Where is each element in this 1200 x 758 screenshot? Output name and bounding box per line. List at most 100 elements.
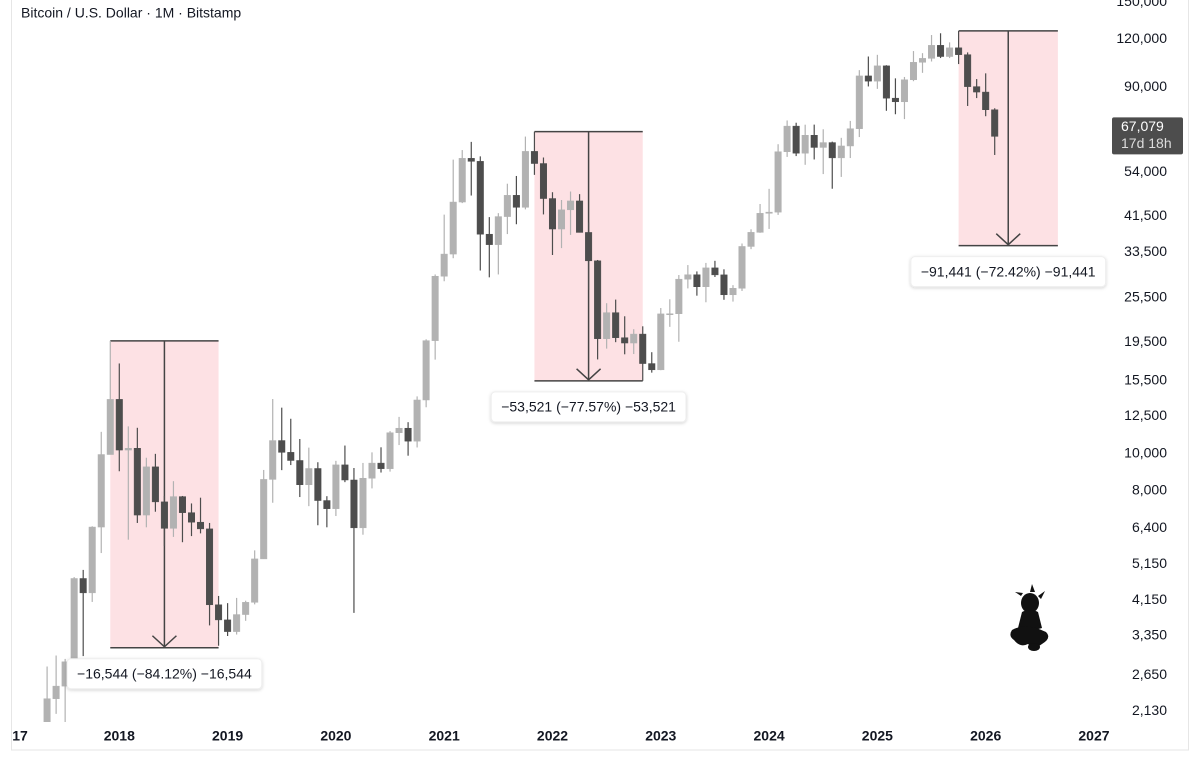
candle-body [819, 142, 827, 148]
y-tick-label: 33,500 [1124, 243, 1167, 259]
candles [43, 31, 999, 722]
silhouette-icon [1010, 584, 1049, 651]
candle-body [106, 399, 114, 455]
measure-label: −91,441 (−72.42%) −91,441 [921, 263, 1096, 279]
candle-body [359, 477, 367, 529]
x-tick-label: 2020 [320, 728, 351, 744]
candle-body [928, 45, 936, 59]
candle-body [666, 313, 674, 315]
candle-body [738, 246, 746, 289]
candle-body [187, 512, 195, 523]
y-tick-label: 6,400 [1132, 519, 1167, 535]
candle-body [539, 163, 547, 199]
price-tag [1112, 117, 1183, 155]
x-tick-label: 2027 [1078, 728, 1109, 744]
y-tick-label: 2,130 [1132, 702, 1167, 718]
candle-body [251, 558, 259, 603]
candle-body [269, 440, 277, 480]
candle-body [919, 58, 927, 63]
candle-body [530, 151, 538, 164]
candle-body [88, 526, 96, 594]
candle-body [720, 274, 728, 296]
candle-body [43, 698, 51, 722]
candle-body [612, 312, 620, 338]
y-tick-label: 10,000 [1124, 444, 1167, 460]
candle-body [431, 275, 439, 341]
candle-body [937, 45, 945, 57]
candle-body [368, 462, 376, 479]
measure-label: −53,521 (−77.57%) −53,521 [501, 399, 676, 415]
x-tick-label: 2018 [104, 728, 135, 744]
candle-body [350, 479, 358, 529]
candle-body [855, 75, 863, 129]
chart-title: Bitcoin / U.S. Dollar · 1M · Bitstamp [21, 5, 241, 21]
candle-body [982, 91, 990, 110]
candle-body [512, 195, 520, 208]
candle-body [630, 333, 638, 344]
candle-body [341, 464, 349, 481]
candle-body [873, 65, 881, 82]
candle-body [440, 253, 448, 277]
candle-body [449, 201, 457, 255]
candle-body [882, 65, 890, 99]
candle-body [639, 333, 647, 364]
candle-body [395, 427, 403, 433]
candle-body [792, 125, 800, 154]
candle-body [576, 200, 584, 233]
candle-body [756, 213, 764, 233]
candle-body [70, 578, 78, 663]
candle-body [287, 452, 295, 461]
candle-body [115, 399, 123, 451]
candle-body [810, 135, 818, 148]
price-tag-countdown: 17d 18h [1121, 135, 1172, 151]
candle-body [178, 496, 186, 513]
y-tick-label: 19,500 [1124, 333, 1167, 349]
y-tick-label: 150,000 [1116, 0, 1167, 9]
x-tick-label: 2022 [537, 728, 568, 744]
candle-body [160, 501, 168, 529]
candle-body [621, 337, 629, 344]
candle-body [97, 454, 105, 528]
y-tick-label: 4,150 [1132, 591, 1167, 607]
y-tick-label: 41,500 [1124, 207, 1167, 223]
candle-body [783, 125, 791, 152]
measure-label-bg [910, 256, 1107, 288]
candle-body [864, 75, 872, 82]
y-tick-label: 90,000 [1124, 78, 1167, 94]
candle-body [413, 399, 421, 442]
measure-label-bg [66, 658, 263, 690]
candle-body [151, 466, 159, 503]
measure-label-bg [490, 391, 687, 423]
candle-body [964, 54, 972, 87]
candle-body [765, 211, 773, 214]
candle-body [404, 427, 412, 442]
x-tick-label: 2019 [212, 728, 243, 744]
candle-body [548, 198, 556, 230]
candle-body [774, 151, 782, 213]
candle-body [314, 468, 322, 501]
candle-body [567, 200, 575, 211]
candle-body [837, 145, 845, 159]
candle-body [169, 496, 177, 529]
candle-body [224, 619, 232, 632]
candle-body [124, 448, 132, 451]
candle-body [52, 685, 60, 699]
candle-body [323, 500, 331, 509]
candle-body [305, 468, 313, 485]
candle-body [332, 464, 340, 509]
candle-body [215, 604, 223, 621]
x-tick-label: 2021 [429, 728, 460, 744]
candle-body [476, 161, 484, 235]
x-tick-label: 2024 [754, 728, 785, 744]
candle-body [296, 460, 304, 485]
y-tick-label: 2,650 [1132, 666, 1167, 682]
measure-label: −16,544 (−84.12%) −16,544 [77, 665, 252, 681]
candle-body [846, 128, 854, 147]
candle-body [693, 274, 701, 287]
y-tick-label: 8,000 [1132, 482, 1167, 498]
x-tick-label: 17 [12, 728, 28, 744]
candle-body [377, 462, 385, 469]
candle-body [955, 47, 963, 55]
candle-body [142, 466, 150, 516]
